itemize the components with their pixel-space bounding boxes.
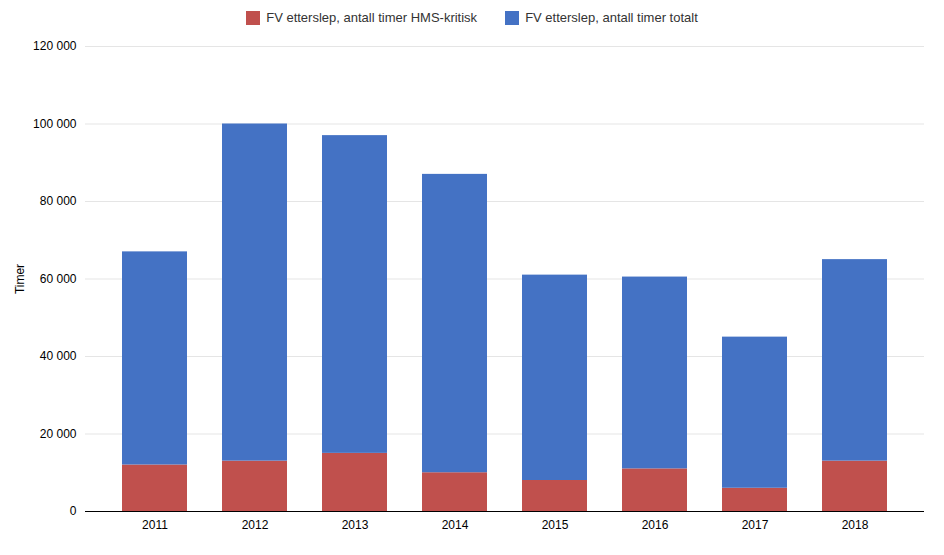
svg-text:120 000: 120 000 <box>33 39 77 53</box>
svg-text:40 000: 40 000 <box>40 349 77 363</box>
svg-text:2017: 2017 <box>742 518 769 532</box>
svg-text:100 000: 100 000 <box>33 117 77 131</box>
svg-text:2015: 2015 <box>542 518 569 532</box>
svg-text:2011: 2011 <box>142 518 168 532</box>
html-text:FV etterslep, antall timer tot: FV etterslep, antall timer totalt <box>525 10 698 25</box>
svg-text:2012: 2012 <box>242 518 269 532</box>
svg-text:60 000: 60 000 <box>40 272 77 286</box>
svg-text:0: 0 <box>70 504 77 518</box>
html-text:FV etterslep, antall timer HMS: FV etterslep, antall timer HMS-kritisk <box>266 10 478 25</box>
svg-text:2018: 2018 <box>842 518 869 532</box>
svg-text:Timer: Timer <box>13 264 27 294</box>
svg-text:80 000: 80 000 <box>40 194 77 208</box>
svg-text:20 000: 20 000 <box>40 427 77 441</box>
svg-text:2016: 2016 <box>642 518 669 532</box>
svg-text:2013: 2013 <box>342 518 369 532</box>
svg-text:2014: 2014 <box>442 518 469 532</box>
